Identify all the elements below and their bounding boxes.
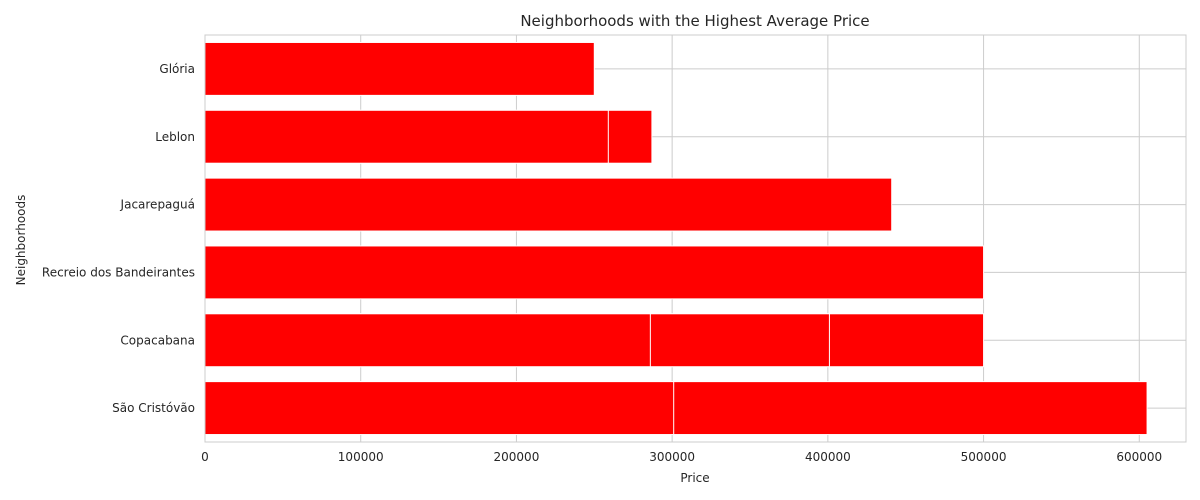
y-tick-label: Copacabana	[120, 333, 195, 347]
y-tick-label: Jacarepaguá	[120, 198, 195, 212]
x-tick-label: 100000	[338, 450, 384, 464]
y-axis-label: Neighborhoods	[14, 195, 28, 286]
chart-title: Neighborhoods with the Highest Average P…	[520, 12, 869, 30]
x-axis-ticks: 0 100000 200000 300000 400000 500000 600000	[201, 450, 1162, 464]
bar	[204, 41, 595, 96]
y-tick-label: Leblon	[155, 130, 195, 144]
x-tick-label: 600000	[1116, 450, 1162, 464]
bar	[204, 245, 985, 300]
x-tick-label: 0	[201, 450, 209, 464]
x-axis-label: Price	[680, 471, 709, 485]
bar	[204, 109, 609, 164]
x-tick-label: 400000	[805, 450, 851, 464]
bar	[204, 381, 675, 436]
x-tick-label: 300000	[649, 450, 695, 464]
y-tick-label: São Cristóvão	[112, 401, 195, 415]
x-tick-label: 200000	[494, 450, 540, 464]
y-axis-ticks: São Cristóvão Copacabana Recreio dos Bande…	[42, 62, 195, 415]
y-tick-label: Recreio dos Bandeirantes	[42, 265, 195, 279]
y-tick-label: Glória	[159, 62, 195, 76]
bars	[204, 41, 1148, 436]
bar	[204, 177, 893, 232]
bar	[204, 313, 651, 368]
x-tick-label: 500000	[961, 450, 1007, 464]
grid	[204, 35, 1186, 442]
plot-frame	[204, 34, 1187, 443]
